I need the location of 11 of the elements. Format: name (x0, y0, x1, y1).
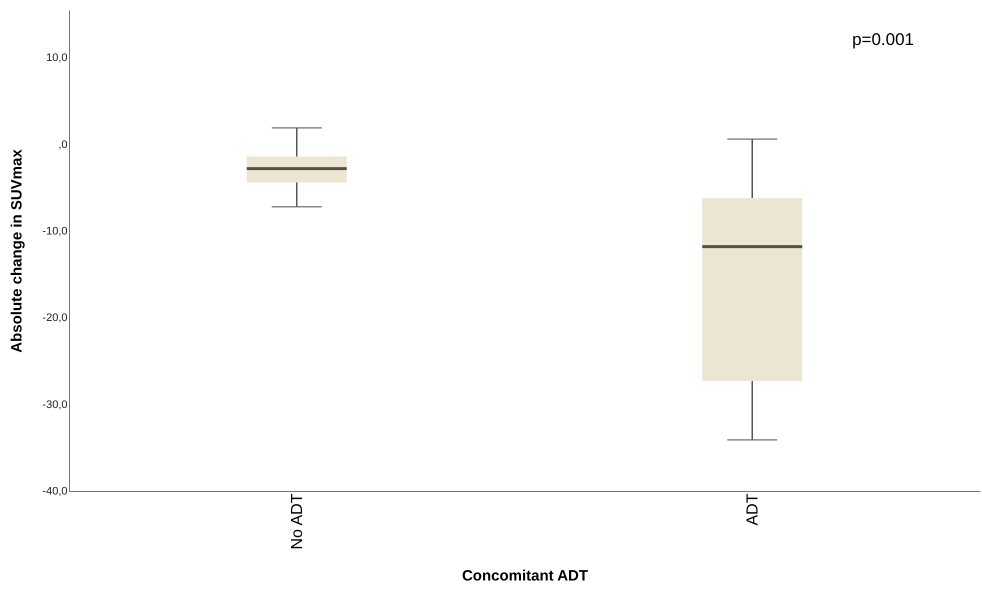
y-tick-label: -40,0 (42, 486, 68, 498)
annotation: p=0.001 (852, 30, 914, 49)
y-tick-label: -20,0 (42, 312, 68, 324)
y-tick-label: -10,0 (42, 226, 68, 238)
y-tick-label: 10,0 (46, 52, 68, 64)
y-tick-label: -30,0 (42, 398, 68, 411)
x-tick-label: ADT (744, 493, 762, 526)
x-axis-title: Concomitant ADT (462, 567, 588, 584)
x-tick-label: No ADT (288, 493, 306, 550)
y-axis-title: Absolute change in SUVmax (8, 148, 26, 353)
y-tick-label: ,0 (58, 138, 68, 151)
